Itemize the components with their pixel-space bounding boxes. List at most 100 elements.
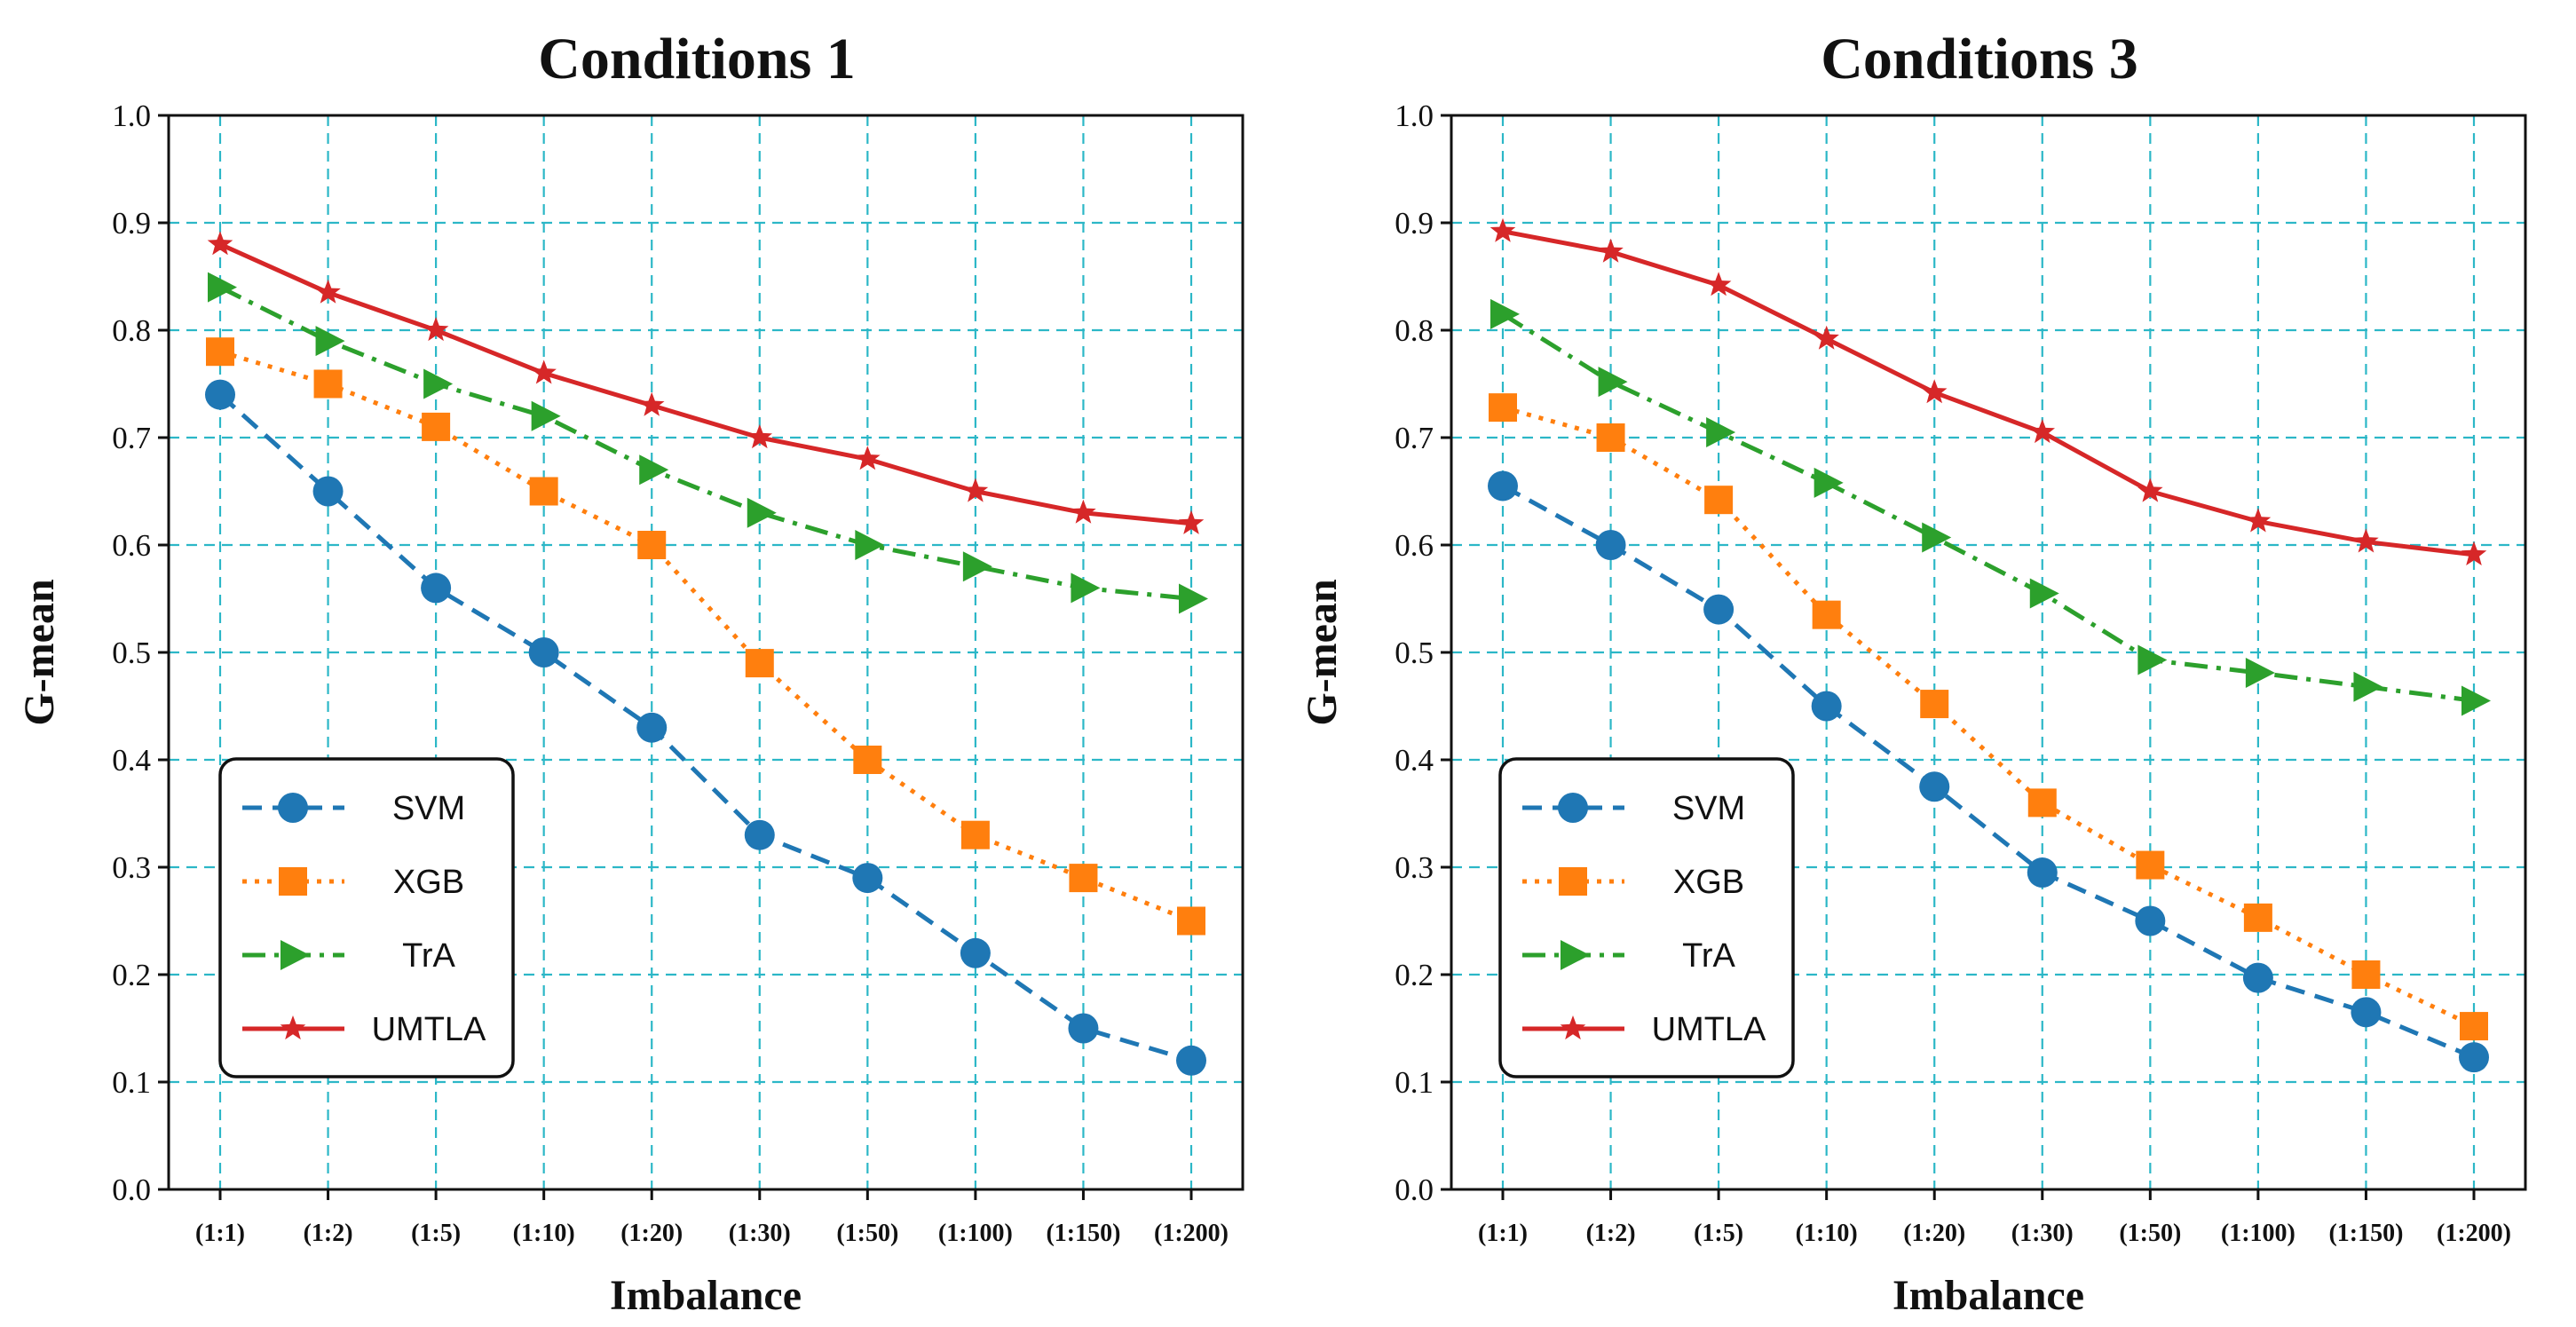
data-point-xgb bbox=[2243, 903, 2272, 932]
data-point-tra bbox=[423, 368, 454, 399]
data-point-umtla bbox=[207, 231, 233, 256]
y-tick-label: 0.4 bbox=[112, 743, 151, 778]
legend: SVM XGB TrA UMTLA bbox=[1498, 757, 1795, 1078]
data-point-tra bbox=[1071, 573, 1101, 604]
y-tick-label: 0.8 bbox=[112, 313, 151, 348]
series-line-svm bbox=[218, 392, 1192, 1063]
data-point-tra bbox=[531, 400, 561, 431]
chart-title: Conditions 3 bbox=[1821, 27, 2138, 91]
data-point-umtla bbox=[1598, 238, 1624, 263]
legend-label-tra: TrA bbox=[402, 937, 455, 975]
data-point-xgb bbox=[1069, 864, 1098, 893]
y-tick-label: 0.3 bbox=[112, 850, 151, 885]
legend-marker-xgb bbox=[1559, 867, 1587, 896]
legend-label-tra: TrA bbox=[1682, 937, 1735, 975]
x-tick-label: (1:150) bbox=[2328, 1220, 2403, 1247]
x-tick-label: (1:50) bbox=[2119, 1220, 2181, 1247]
data-point-tra bbox=[1179, 583, 1208, 614]
data-point-svm bbox=[312, 476, 344, 507]
data-point-xgb bbox=[960, 820, 990, 849]
data-point-umtla bbox=[423, 317, 449, 342]
data-point-tra bbox=[747, 497, 777, 528]
x-tick-label: (1:200) bbox=[2437, 1220, 2511, 1247]
data-point-umtla bbox=[855, 446, 881, 470]
series-line-svm bbox=[1501, 484, 2475, 1060]
data-point-umtla bbox=[1489, 217, 1516, 242]
data-point-svm bbox=[960, 937, 991, 968]
y-tick-label: 0.7 bbox=[112, 421, 151, 455]
data-point-umtla bbox=[315, 279, 341, 304]
data-point-tra bbox=[639, 454, 669, 486]
x-tick-label: (1:100) bbox=[938, 1220, 1013, 1247]
series-line-tra bbox=[1501, 312, 2475, 703]
data-point-tra bbox=[2029, 578, 2059, 609]
legend-marker-tra bbox=[1561, 940, 1590, 970]
x-tick-label: (1:200) bbox=[1154, 1220, 1229, 1247]
data-point-xgb bbox=[745, 649, 774, 678]
data-point-svm bbox=[528, 637, 559, 667]
data-point-tra bbox=[1598, 367, 1628, 398]
data-point-umtla bbox=[1178, 509, 1205, 534]
x-tick-label: (1:10) bbox=[513, 1220, 575, 1247]
data-point-svm bbox=[205, 379, 235, 410]
series-line-xgb bbox=[1502, 405, 2476, 1029]
series-svm bbox=[1488, 470, 2489, 1073]
y-axis-label: G-mean bbox=[1299, 579, 1346, 725]
y-tick-label: 0.3 bbox=[1395, 850, 1434, 885]
data-point-umtla bbox=[531, 359, 557, 384]
data-point-xgb bbox=[1177, 906, 1205, 936]
data-point-svm bbox=[744, 819, 775, 850]
x-tick-label: (1:10) bbox=[1796, 1220, 1858, 1247]
y-axis-label: G-mean bbox=[16, 579, 63, 725]
data-point-umtla bbox=[2245, 508, 2272, 533]
data-point-xgb bbox=[422, 412, 451, 441]
data-point-umtla bbox=[1922, 379, 1948, 404]
chart-panel-1: 0.0 0.1 0.2 0.3 0.4 0.5 0.6 0.7 0.8 0.9 1.0 (1:1) (1… bbox=[16, 27, 1245, 1319]
legend-label-umtla: UMTLA bbox=[372, 1011, 486, 1048]
legend-label-xgb: XGB bbox=[393, 864, 464, 901]
x-tick-label: (1:20) bbox=[1903, 1220, 1965, 1247]
y-tick-label: 0.1 bbox=[112, 1065, 151, 1100]
y-tick-label: 0.0 bbox=[112, 1173, 151, 1207]
data-point-svm bbox=[421, 573, 452, 604]
data-point-svm bbox=[1919, 771, 1950, 802]
legend-marker-svm bbox=[1558, 793, 1588, 823]
series-line-tra bbox=[218, 285, 1192, 601]
data-point-umtla bbox=[2353, 528, 2379, 553]
data-point-umtla bbox=[962, 478, 989, 502]
data-point-xgb bbox=[313, 369, 343, 399]
data-point-tra bbox=[1490, 298, 1520, 329]
y-tick-label: 0.1 bbox=[1395, 1065, 1434, 1100]
series-tra bbox=[1490, 298, 2491, 716]
data-point-svm bbox=[2135, 905, 2166, 936]
y-tick-label: 0.2 bbox=[112, 958, 151, 992]
x-tick-label: (1:2) bbox=[304, 1220, 353, 1247]
data-point-xgb bbox=[1920, 690, 1949, 719]
data-point-xgb bbox=[2351, 960, 2381, 989]
data-point-xgb bbox=[1596, 423, 1625, 452]
x-tick-label: (1:50) bbox=[836, 1220, 898, 1247]
data-point-svm bbox=[2027, 857, 2058, 889]
data-point-tra bbox=[2461, 685, 2491, 716]
data-point-umtla bbox=[747, 424, 772, 449]
data-point-xgb bbox=[1489, 393, 1517, 423]
data-point-xgb bbox=[1704, 486, 1734, 515]
data-point-tra bbox=[2353, 671, 2383, 702]
data-point-tra bbox=[1706, 416, 1736, 447]
legend-label-xgb: XGB bbox=[1673, 864, 1744, 901]
data-point-svm bbox=[2242, 962, 2273, 993]
data-point-svm bbox=[2459, 1042, 2489, 1073]
y-tick-label: 0.9 bbox=[1395, 206, 1434, 241]
series-umtla bbox=[1489, 217, 2487, 565]
legend-marker-svm bbox=[278, 793, 308, 823]
x-tick-label: (1:20) bbox=[620, 1220, 683, 1247]
series-line-umtla bbox=[218, 241, 1192, 526]
x-tick-label: (1:30) bbox=[729, 1220, 791, 1247]
series-umtla bbox=[207, 231, 1205, 534]
legend-marker-umtla bbox=[1560, 1015, 1586, 1040]
data-point-tra bbox=[1922, 522, 1952, 553]
legend-marker-tra bbox=[281, 940, 310, 970]
data-point-umtla bbox=[639, 391, 665, 416]
y-tick-label: 0.8 bbox=[1395, 313, 1434, 348]
x-tick-label: (1:2) bbox=[1586, 1220, 1636, 1247]
